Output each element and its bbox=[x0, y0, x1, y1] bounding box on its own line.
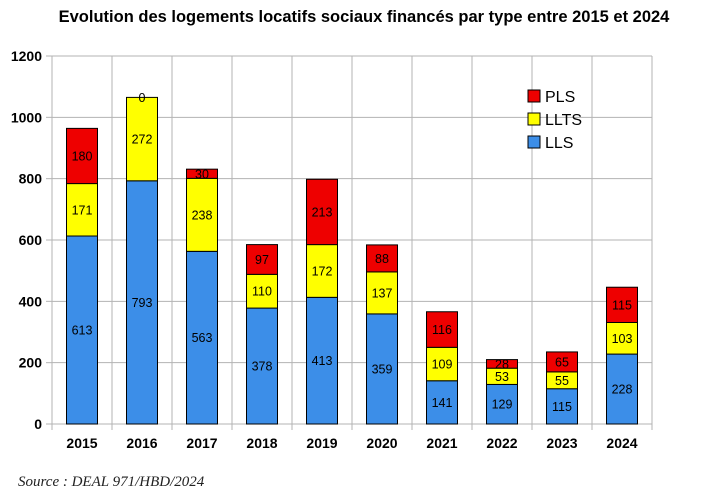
data-label: 137 bbox=[372, 286, 393, 300]
y-tick-label: 400 bbox=[19, 293, 43, 309]
bar-segment bbox=[546, 388, 578, 425]
bar-segment bbox=[66, 235, 98, 425]
data-label: 88 bbox=[375, 252, 389, 266]
data-label: 378 bbox=[252, 360, 273, 374]
bar-segment bbox=[246, 307, 278, 425]
x-tick-label: 2020 bbox=[366, 435, 397, 451]
data-label: 28 bbox=[495, 357, 509, 371]
data-label: 172 bbox=[312, 264, 333, 278]
x-tick-label: 2023 bbox=[546, 435, 577, 451]
legend-label: LLTS bbox=[545, 112, 582, 129]
data-label: 272 bbox=[132, 133, 153, 147]
bar-segment bbox=[306, 178, 338, 246]
data-label: 563 bbox=[192, 331, 213, 345]
bar-segment bbox=[546, 351, 578, 373]
bar-segment bbox=[306, 296, 338, 425]
bar-segment bbox=[486, 383, 518, 425]
data-label: 103 bbox=[612, 332, 633, 346]
data-label: 793 bbox=[132, 296, 153, 310]
x-tick-label: 2022 bbox=[486, 435, 517, 451]
data-label: 238 bbox=[192, 208, 213, 222]
bar-segment bbox=[306, 244, 338, 298]
data-label: 55 bbox=[555, 374, 569, 388]
bar-segment bbox=[426, 311, 458, 348]
axes: 0 200 400 600 800 1000 1200 2015 2016 2017 2018 201… bbox=[11, 48, 638, 451]
y-tick-label: 600 bbox=[19, 232, 43, 248]
data-label: 613 bbox=[72, 324, 93, 338]
data-label: 228 bbox=[612, 383, 633, 397]
x-tick-label: 2016 bbox=[126, 435, 157, 451]
legend-swatch bbox=[527, 135, 541, 149]
data-labels: 613 171 180 793 272 0 563 238 30 378 110 97 413 172 21… bbox=[72, 91, 633, 414]
x-tick-label: 2018 bbox=[246, 435, 277, 451]
bar-segment bbox=[186, 177, 218, 252]
bar-segment bbox=[606, 353, 638, 425]
bar-segment bbox=[606, 321, 638, 355]
bar-segment bbox=[366, 313, 398, 425]
y-tick-label: 200 bbox=[19, 355, 43, 371]
data-label: 180 bbox=[72, 149, 93, 163]
legend-label: LLS bbox=[545, 135, 573, 152]
data-label: 141 bbox=[432, 396, 453, 410]
data-label: 359 bbox=[372, 362, 393, 376]
bars bbox=[66, 96, 638, 425]
y-tick-label: 1000 bbox=[11, 109, 42, 125]
bar-segment bbox=[366, 271, 398, 315]
data-label: 116 bbox=[432, 323, 452, 337]
source-note: Source : DEAL 971/HBD/2024 bbox=[18, 474, 205, 490]
data-label: 97 bbox=[255, 253, 269, 267]
data-label: 53 bbox=[495, 370, 509, 384]
legend-swatch bbox=[527, 89, 541, 103]
data-label: 213 bbox=[312, 205, 333, 219]
bar-segment bbox=[606, 286, 638, 323]
bar-segment bbox=[486, 359, 518, 369]
x-tick-label: 2024 bbox=[606, 435, 637, 451]
x-tick-label: 2015 bbox=[66, 435, 97, 451]
y-tick-label: 800 bbox=[19, 171, 43, 187]
bar-segment bbox=[366, 244, 398, 273]
data-label: 0 bbox=[139, 91, 146, 105]
bar-segment bbox=[186, 250, 218, 425]
bar-segment bbox=[426, 346, 458, 382]
data-label: 129 bbox=[492, 398, 513, 412]
bar-segment bbox=[186, 168, 218, 179]
data-label: 413 bbox=[312, 354, 333, 368]
bar-segment bbox=[246, 244, 278, 275]
data-label: 115 bbox=[552, 400, 572, 414]
legend-swatch bbox=[527, 112, 541, 126]
legend-label: PLS bbox=[545, 89, 575, 106]
bar-segment bbox=[126, 96, 158, 182]
data-label: 171 bbox=[72, 203, 93, 217]
chart-title: Evolution des logements locatifs sociaux… bbox=[59, 8, 671, 26]
bar-segment bbox=[66, 127, 98, 185]
y-tick-label: 1200 bbox=[11, 48, 42, 64]
data-label: 109 bbox=[432, 358, 453, 372]
y-tick-label: 0 bbox=[34, 416, 42, 432]
data-label: 110 bbox=[252, 285, 272, 299]
x-tick-label: 2021 bbox=[426, 435, 457, 451]
data-label: 115 bbox=[612, 298, 632, 312]
data-label: 65 bbox=[555, 355, 569, 369]
x-tick-label: 2017 bbox=[186, 435, 217, 451]
legend: PLS LLTS LLS bbox=[527, 89, 582, 152]
bar-segment bbox=[126, 180, 158, 425]
data-label: 30 bbox=[195, 167, 209, 181]
x-tick-label: 2019 bbox=[306, 435, 337, 451]
